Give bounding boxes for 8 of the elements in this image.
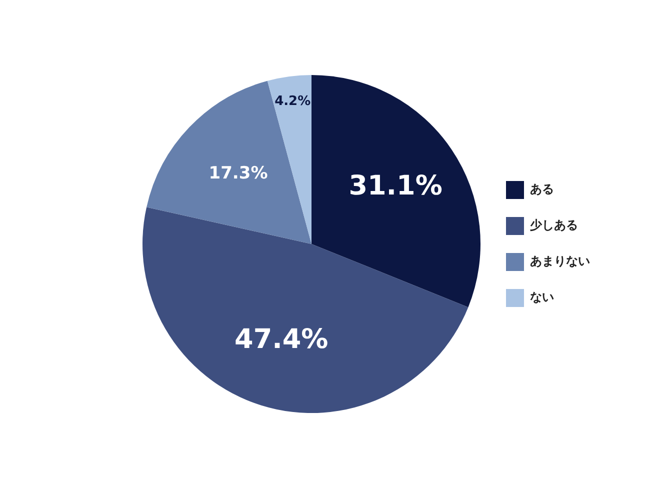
data-label: 4.2% [274,94,311,109]
data-label: 47.4% [234,324,328,355]
legend-label: あまりない [530,254,590,268]
legend-label: ある [530,182,554,196]
data-label: 31.1% [348,170,442,202]
data-label: 17.3% [208,163,268,184]
legend-label: ない [530,290,554,304]
legend-label: 少しある [529,218,578,232]
